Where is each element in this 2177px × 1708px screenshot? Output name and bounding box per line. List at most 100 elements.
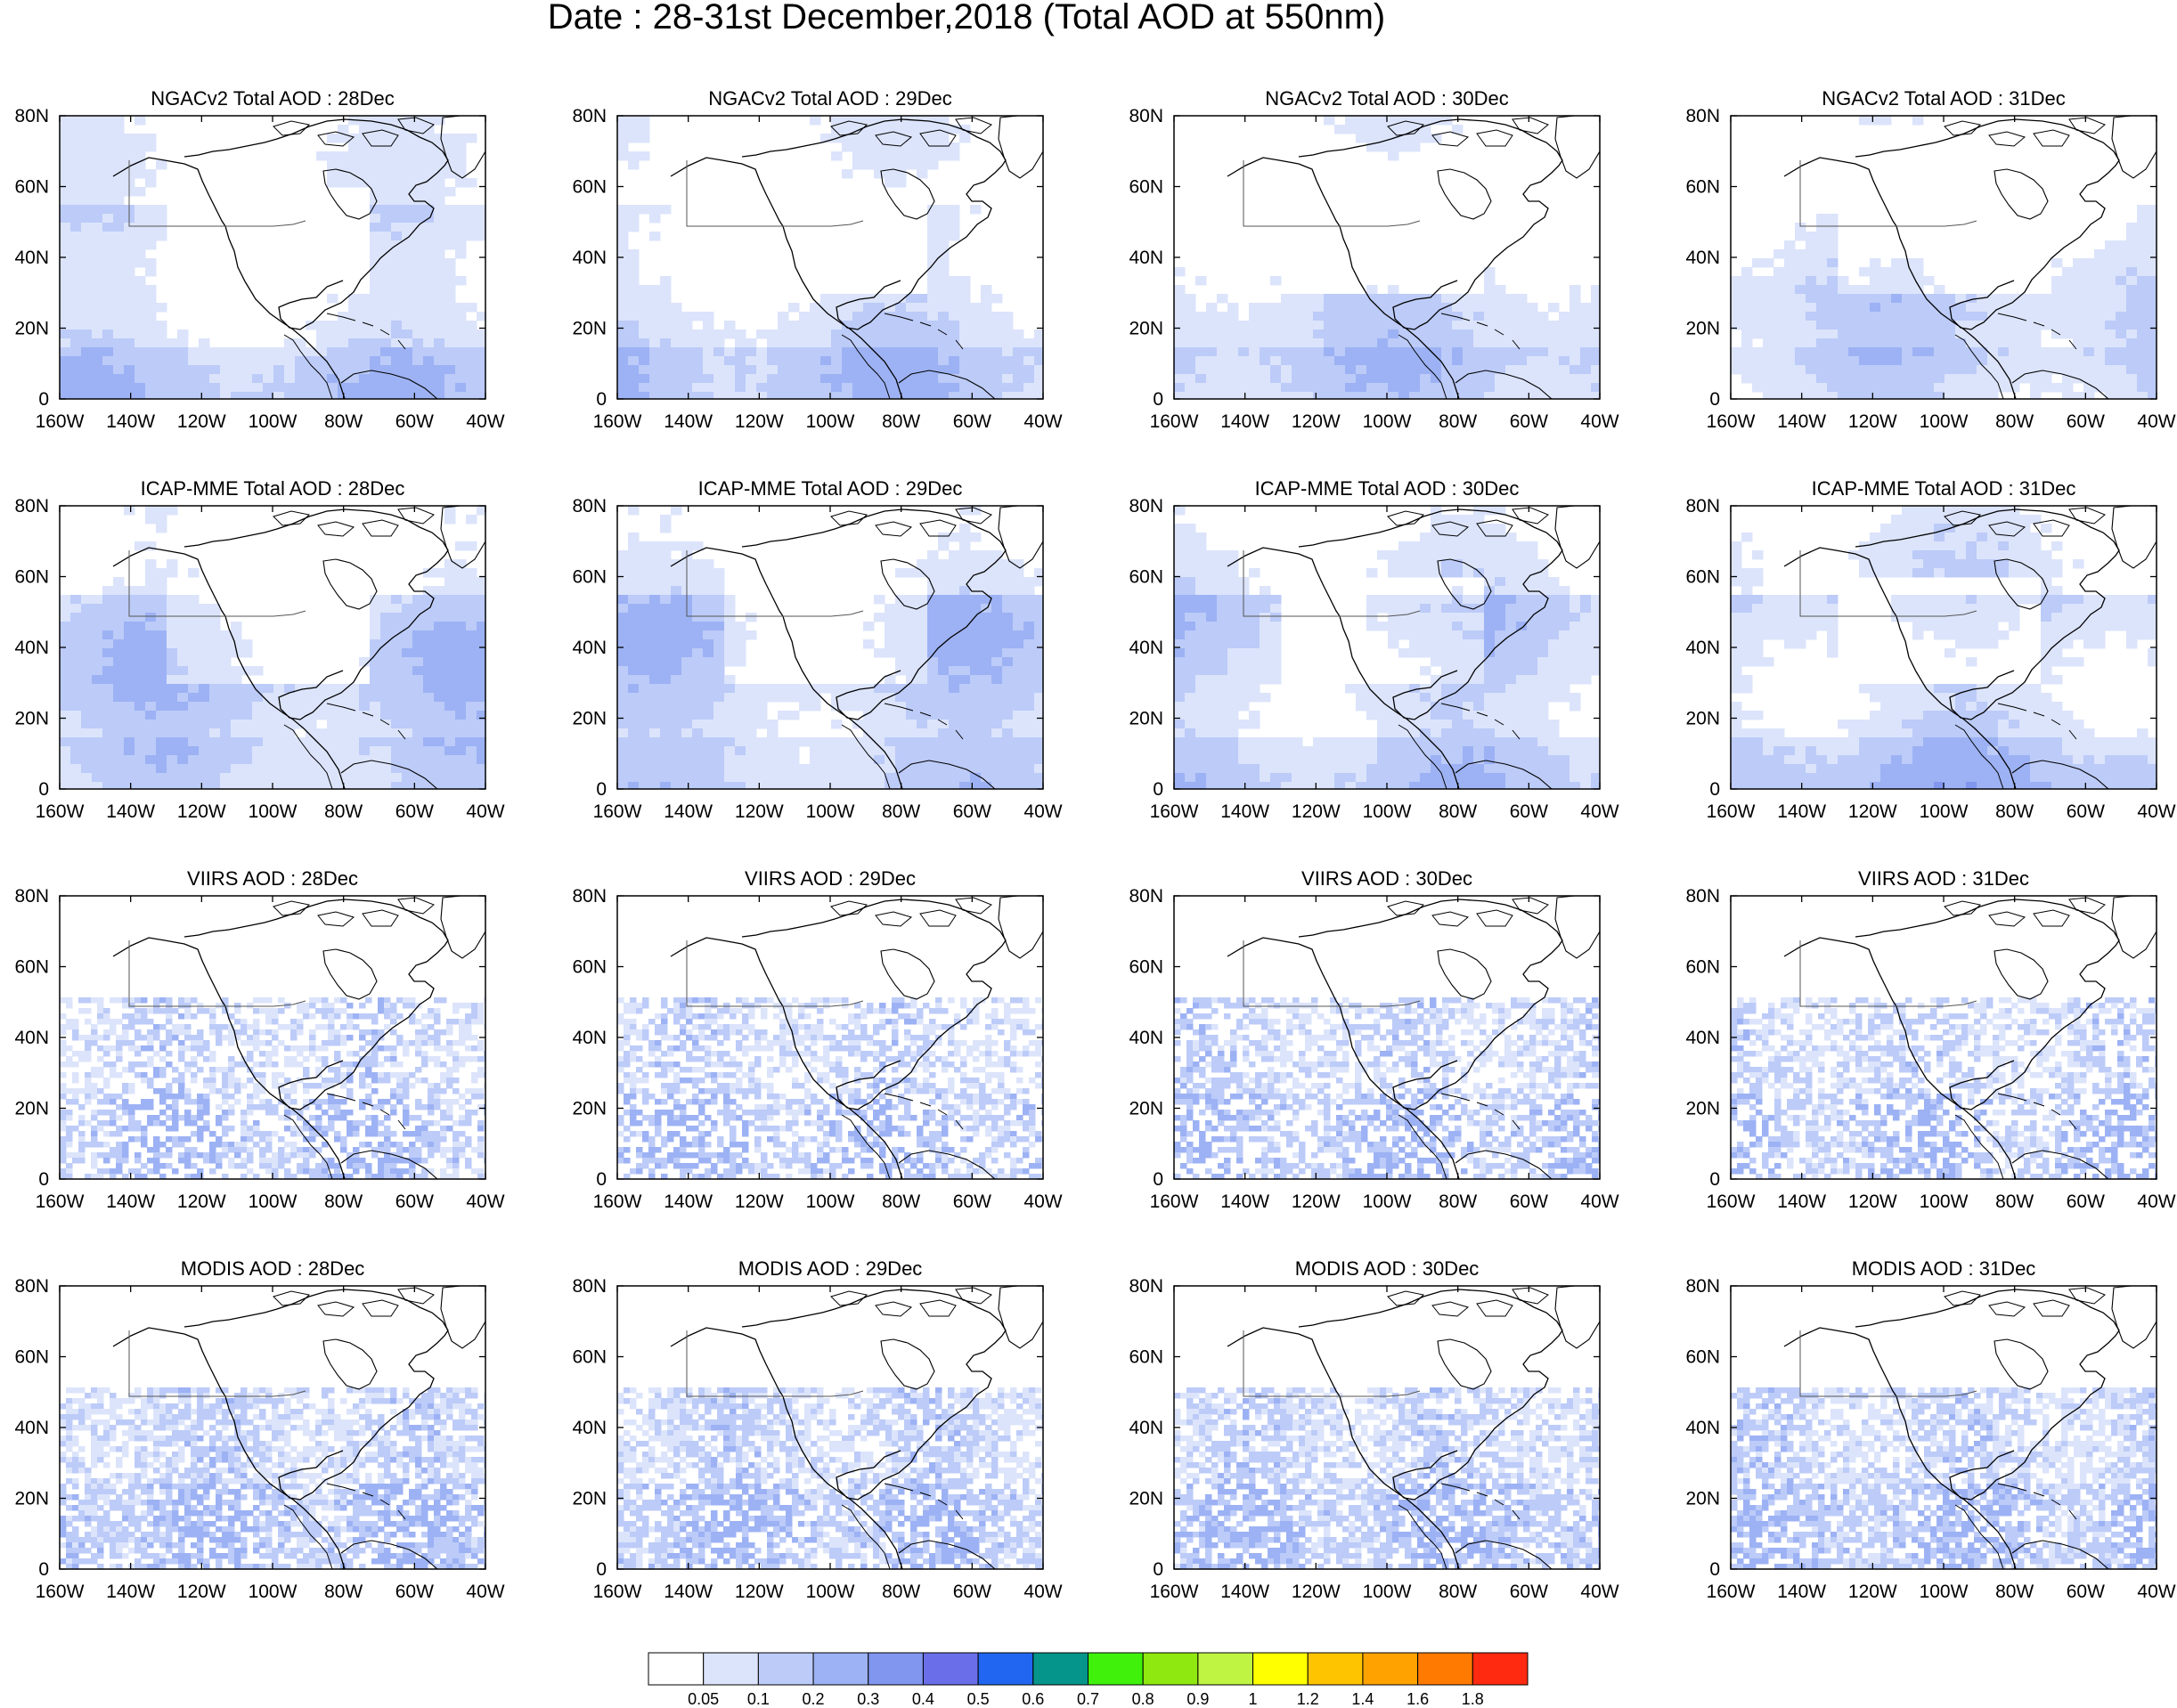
aod-cell (970, 693, 982, 703)
aod-cell (649, 374, 661, 384)
aod-cell (1977, 383, 1988, 393)
aod-cell (135, 702, 146, 712)
aod-cell (1527, 541, 1538, 551)
aod-cell (380, 134, 392, 143)
aod-cell (124, 312, 135, 321)
aod-cell (1023, 764, 1035, 774)
aod-cell (1345, 356, 1357, 366)
aod-cell (735, 365, 746, 375)
aod-cell (477, 764, 485, 774)
aod-cell (660, 711, 672, 720)
aod-cell (359, 303, 371, 313)
aod-cell (1880, 365, 1892, 375)
aod-cell (949, 276, 960, 286)
aod-cell (1548, 321, 1560, 330)
aod-cell (1806, 240, 1817, 250)
aod-cell (145, 232, 157, 241)
aod-cell (938, 657, 950, 667)
aod-cell (617, 356, 629, 366)
aod-cell (2116, 276, 2127, 286)
aod-cell (895, 374, 907, 384)
aod-cell (1548, 586, 1560, 596)
aod-cell (1912, 392, 1924, 399)
y-tick-label: 0 (596, 389, 607, 410)
aod-cell (1292, 303, 1303, 313)
aod-cell (1934, 365, 1945, 375)
aod-cell (2137, 223, 2148, 232)
aod-cell (671, 622, 682, 631)
aod-cell (241, 693, 253, 703)
aod-cell (927, 782, 939, 789)
aod-cell (885, 773, 896, 783)
aod-cell (306, 782, 317, 789)
aod-cell (2105, 267, 2116, 277)
aod-cell (1388, 329, 1399, 339)
aod-cell (209, 648, 221, 658)
aod-cell (970, 568, 982, 578)
aod-cell (617, 755, 629, 765)
aod-cell (124, 639, 135, 649)
aod-cell (917, 613, 928, 622)
aod-cell (2148, 365, 2157, 375)
aod-cell (102, 755, 114, 765)
aod-cell (1174, 684, 1186, 694)
aod-cell (692, 773, 704, 783)
aod-cell (2148, 285, 2157, 295)
aod-cell (1441, 392, 1453, 399)
aod-cell (660, 622, 672, 631)
aod-cell (639, 365, 650, 375)
aod-cell (444, 142, 456, 152)
aod-cell (370, 383, 381, 393)
aod-cell (199, 782, 210, 789)
aod-cell (167, 338, 178, 348)
aod-cell (1377, 550, 1389, 560)
aod-cell (188, 755, 200, 765)
aod-cell (412, 622, 424, 631)
aod-cell (1023, 702, 1035, 712)
aod-cell (412, 773, 424, 783)
aod-cell (1431, 746, 1442, 756)
aod-cell (2009, 338, 2020, 348)
aod-cell (380, 267, 392, 277)
aod-cell (188, 711, 200, 720)
aod-cell (359, 169, 371, 179)
y-tick-label: 40N (14, 248, 49, 268)
aod-cell (1806, 285, 1817, 295)
aod-cell (81, 329, 93, 339)
aod-cell (412, 365, 424, 375)
aod-cell (617, 365, 629, 375)
aod-cell (1516, 338, 1528, 348)
aod-cell (177, 338, 189, 348)
aod-cell (391, 666, 403, 676)
aod-cell (1388, 347, 1399, 357)
aod-cell (628, 782, 640, 789)
aod-cell (306, 746, 317, 756)
aod-cell (348, 693, 360, 703)
aod-cell (380, 338, 392, 348)
x-tick-label: 60W (953, 411, 991, 432)
aod-cell (348, 702, 360, 712)
aod-cell (391, 267, 403, 277)
aod-cell (241, 666, 253, 676)
aod-cell (692, 693, 704, 703)
aod-cell (92, 684, 103, 694)
aod-cell (113, 214, 125, 224)
aod-cell (92, 392, 103, 399)
aod-cell (370, 196, 381, 206)
aod-cell (391, 338, 403, 348)
aod-cell (639, 693, 650, 703)
aod-cell (92, 276, 103, 286)
aod-cell (1559, 639, 1570, 649)
aod-cell (917, 746, 928, 756)
aod-cell (1891, 365, 1903, 375)
aod-cell (92, 142, 103, 152)
aod-cell (895, 365, 907, 375)
aod-cell (1966, 303, 1977, 313)
aod-cell (1217, 746, 1228, 756)
aod-cell (1227, 374, 1239, 384)
aod-cell (2137, 312, 2148, 321)
aod-cell (1473, 693, 1485, 703)
aod-cell (466, 586, 477, 596)
aod-cell (1516, 613, 1528, 622)
aod-cell (102, 169, 114, 179)
